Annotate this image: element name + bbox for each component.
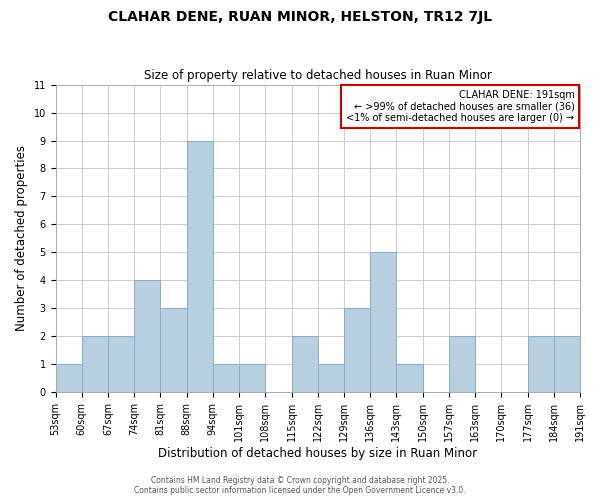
Bar <box>292 336 318 392</box>
Text: CLAHAR DENE: 191sqm
← >99% of detached houses are smaller (36)
<1% of semi-detac: CLAHAR DENE: 191sqm ← >99% of detached h… <box>346 90 574 124</box>
X-axis label: Distribution of detached houses by size in Ruan Minor: Distribution of detached houses by size … <box>158 447 478 460</box>
Bar <box>370 252 397 392</box>
Bar <box>213 364 239 392</box>
Text: CLAHAR DENE, RUAN MINOR, HELSTON, TR12 7JL: CLAHAR DENE, RUAN MINOR, HELSTON, TR12 7… <box>108 10 492 24</box>
Title: Size of property relative to detached houses in Ruan Minor: Size of property relative to detached ho… <box>144 69 492 82</box>
Bar <box>449 336 475 392</box>
Bar <box>108 336 134 392</box>
Bar <box>527 336 554 392</box>
Text: Contains HM Land Registry data © Crown copyright and database right 2025.
Contai: Contains HM Land Registry data © Crown c… <box>134 476 466 495</box>
Bar <box>56 364 82 392</box>
Bar <box>554 336 580 392</box>
Bar <box>397 364 422 392</box>
Bar <box>187 140 213 392</box>
Bar <box>160 308 187 392</box>
Bar <box>318 364 344 392</box>
Bar <box>239 364 265 392</box>
Bar <box>134 280 160 392</box>
Y-axis label: Number of detached properties: Number of detached properties <box>15 146 28 332</box>
Bar <box>82 336 108 392</box>
Bar <box>344 308 370 392</box>
